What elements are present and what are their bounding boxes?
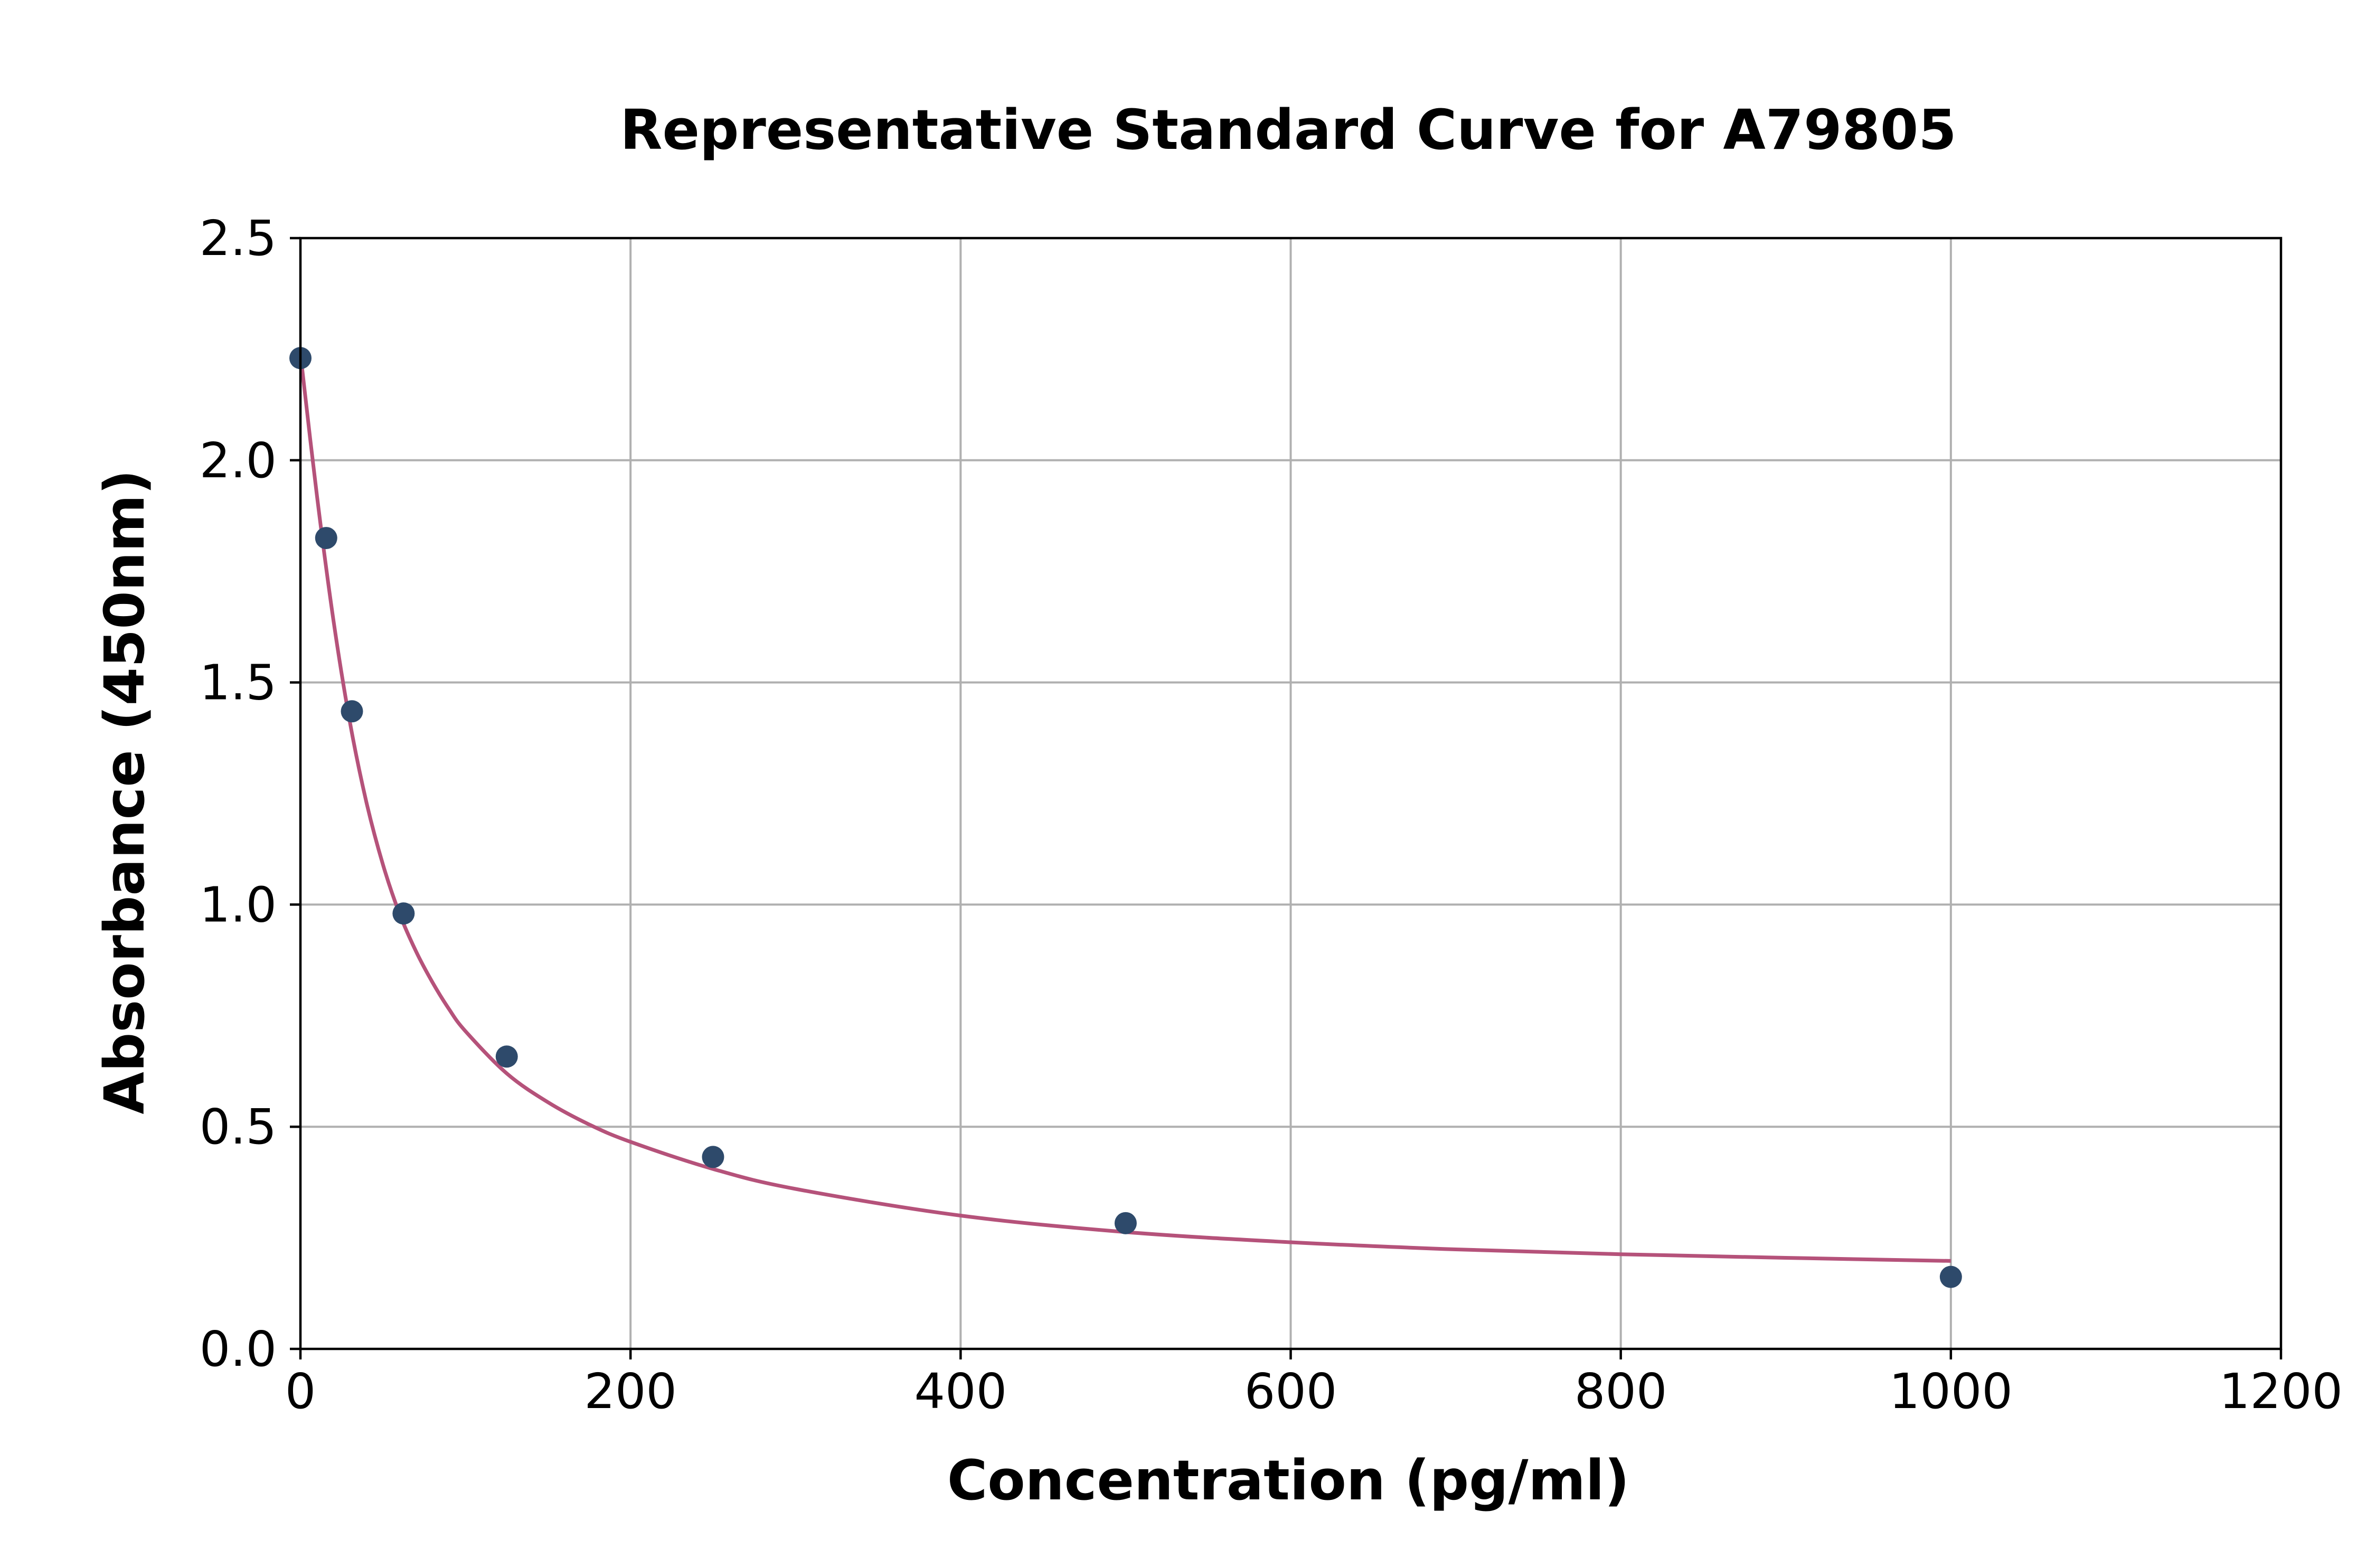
data-points xyxy=(289,347,1962,1288)
x-axis-label: Concentration (pg/ml) xyxy=(947,1448,1629,1513)
chart-title: Representative Standard Curve for A79805 xyxy=(620,98,1956,162)
x-tick-label: 200 xyxy=(584,1363,677,1420)
y-tick-label: 2.5 xyxy=(200,210,277,267)
data-point xyxy=(1114,1212,1137,1234)
data-point xyxy=(392,902,415,925)
x-tick-label: 0 xyxy=(285,1363,316,1420)
fitted-curve-line xyxy=(298,353,1951,1263)
x-tick-label: 400 xyxy=(914,1363,1007,1420)
data-point xyxy=(341,700,363,723)
data-point xyxy=(315,527,337,550)
data-point xyxy=(495,1045,518,1068)
x-tick-label: 1200 xyxy=(2219,1363,2343,1420)
x-tick-label: 800 xyxy=(1574,1363,1667,1420)
y-tick-label: 1.5 xyxy=(200,655,277,711)
data-point xyxy=(702,1146,724,1168)
y-tick-label: 2.0 xyxy=(200,432,277,489)
y-axis-label: Absorbance (450nm) xyxy=(92,469,157,1114)
grid xyxy=(299,237,2282,1350)
y-tick-label: 1.0 xyxy=(200,876,277,933)
y-tick-label: 0.0 xyxy=(200,1321,277,1377)
y-axis-ticks: 0.0 0.5 1.0 1.5 2.0 2.5 xyxy=(200,210,300,1377)
x-tick-label: 600 xyxy=(1244,1363,1337,1420)
x-axis-ticks: 0 200 400 600 800 1000 1200 xyxy=(285,1349,2343,1420)
data-point xyxy=(1939,1265,1962,1288)
y-tick-label: 0.5 xyxy=(200,1099,277,1155)
x-tick-label: 1000 xyxy=(1889,1363,2013,1420)
